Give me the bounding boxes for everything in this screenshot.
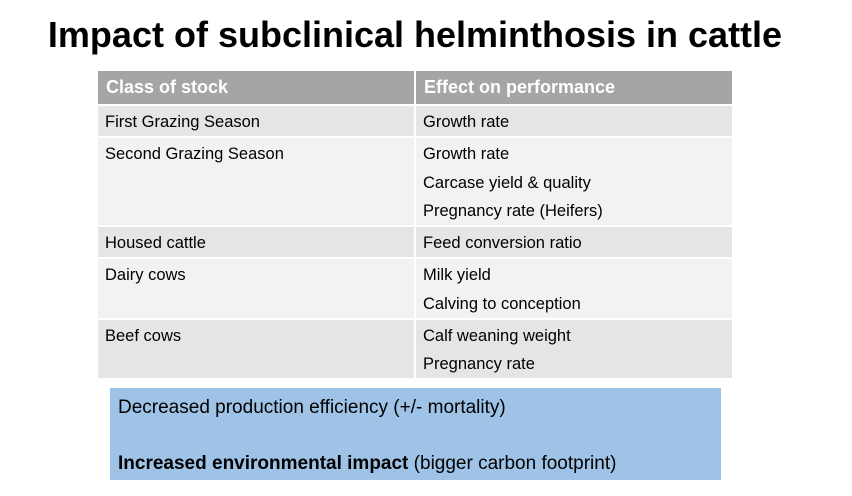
effect-item: Calf weaning weight [423, 326, 571, 345]
effect-item: Calving to conception [423, 294, 581, 313]
table-row: Beef cows Calf weaning weight Pregnancy … [98, 318, 732, 380]
table-row: First Grazing Season Growth rate [98, 105, 732, 138]
effect-item: Feed conversion ratio [423, 234, 582, 252]
effect-cell: Calf weaning weight Pregnancy rate [415, 318, 732, 380]
stock-class-cell: Housed cattle [98, 226, 416, 259]
effect-cell: Milk yield Calving to conception [415, 258, 732, 320]
stock-class-cell: First Grazing Season [98, 105, 416, 138]
performance-table: Class of stock Effect on performance Fir… [98, 71, 732, 380]
stock-class-cell: Beef cows [98, 318, 416, 380]
stock-class-label: First Grazing Season [105, 113, 260, 131]
effect-item: Growth rate [423, 113, 510, 131]
table-header-row: Class of stock Effect on performance [98, 71, 732, 106]
stock-class-label: Dairy cows [105, 266, 186, 284]
stock-class-label: Housed cattle [105, 234, 206, 252]
effect-item: Growth rate [423, 145, 510, 163]
summary-environment-text: (bigger carbon footprint) [408, 453, 617, 474]
summary-environment-emphasis: Increased environmental impact [118, 453, 409, 474]
effect-item: Pregnancy rate (Heifers) [423, 202, 603, 220]
header-effect-on-performance: Effect on performance [415, 71, 732, 106]
table-row: Housed cattle Feed conversion ratio [98, 226, 732, 259]
stock-class-cell: Second Grazing Season [98, 137, 416, 227]
effect-item: Carcase yield & quality [423, 173, 591, 192]
stock-class-cell: Dairy cows [98, 258, 416, 320]
effect-cell: Feed conversion ratio [415, 226, 732, 259]
header-class-of-stock: Class of stock [98, 71, 416, 106]
table-row: Dairy cows Milk yield Calving to concept… [98, 258, 732, 320]
effect-item: Pregnancy rate [423, 355, 535, 373]
stock-class-label: Second Grazing Season [105, 145, 284, 163]
effect-cell: Growth rate [415, 105, 732, 138]
summary-box: Decreased production efficiency (+/- mor… [110, 388, 721, 480]
summary-efficiency-text: Decreased production efficiency (+/- mor… [118, 397, 506, 418]
stock-class-label: Beef cows [105, 326, 182, 345]
effect-item: Milk yield [423, 266, 491, 284]
effect-cell: Growth rate Carcase yield & quality Preg… [415, 137, 732, 227]
summary-environment-line: Increased environmental impact (bigger c… [118, 452, 721, 476]
table-row: Second Grazing Season Growth rate Carcas… [98, 137, 732, 227]
slide-title: Impact of subclinical helminthosis in ca… [47, 14, 783, 55]
